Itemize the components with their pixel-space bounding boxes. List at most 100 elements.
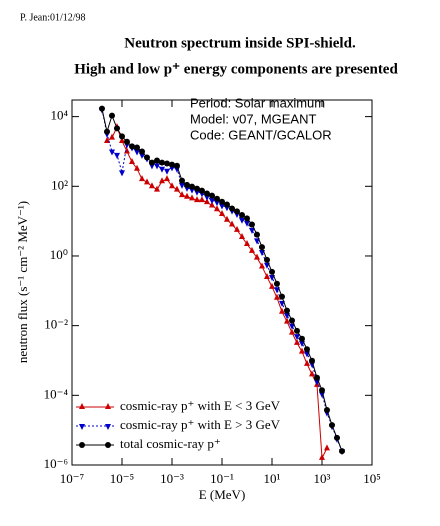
data-point (178, 177, 185, 184)
data-point (158, 159, 165, 166)
data-point (139, 152, 146, 159)
data-point (123, 138, 130, 145)
data-point (114, 152, 121, 159)
data-point (219, 198, 225, 205)
data-point (319, 453, 325, 460)
data-point (258, 262, 265, 269)
data-point (139, 148, 146, 155)
data-point (198, 196, 205, 203)
data-point (103, 136, 110, 143)
legend-marker (79, 442, 85, 448)
data-point (153, 157, 160, 164)
data-point (169, 182, 175, 189)
data-point (219, 203, 225, 210)
author-note: P. Jean:01/12/98 (20, 12, 86, 23)
data-point (114, 125, 121, 132)
data-point (298, 335, 305, 342)
data-point (98, 105, 105, 112)
y-tick-label: 10² (51, 177, 68, 192)
annotation: Period: Solar maximum (190, 95, 325, 110)
data-point (178, 182, 185, 189)
legend-marker (105, 403, 111, 409)
data-point (339, 448, 346, 455)
data-point (289, 317, 296, 324)
data-point (108, 149, 115, 156)
data-point (214, 205, 221, 212)
data-point (328, 422, 335, 429)
data-point (289, 328, 296, 335)
data-point (153, 163, 160, 170)
data-point (123, 147, 130, 154)
data-point (178, 191, 185, 198)
data-point (158, 177, 165, 184)
data-point (133, 144, 140, 151)
data-point (244, 215, 250, 222)
data-point (119, 170, 125, 177)
data-point (273, 293, 280, 300)
legend-marker (79, 403, 85, 409)
data-point (294, 338, 300, 345)
data-point (278, 293, 285, 300)
data-point (228, 205, 235, 212)
data-point (323, 444, 330, 451)
data-point (253, 231, 260, 238)
y-tick-label: 10⁻⁴ (44, 386, 69, 401)
data-point (119, 133, 125, 140)
data-point (264, 272, 271, 279)
data-point (303, 359, 310, 366)
data-point (223, 201, 230, 208)
data-point (264, 256, 271, 263)
legend-marker (105, 442, 111, 448)
data-point (164, 160, 171, 167)
data-point (203, 198, 210, 205)
data-point (294, 327, 300, 334)
data-point (208, 198, 215, 205)
data-point (194, 196, 200, 203)
data-point (208, 192, 215, 199)
data-point (319, 387, 325, 394)
data-point (148, 182, 155, 189)
data-point (173, 162, 180, 169)
data-point (158, 166, 165, 173)
data-point (323, 406, 330, 413)
data-point (214, 200, 221, 207)
data-point (239, 233, 246, 240)
chart-subtitle: High and low p⁺ energy components are pr… (74, 61, 398, 77)
legend-label: cosmic-ray p⁺ with E < 3 GeV (120, 398, 281, 413)
data-point (269, 282, 275, 289)
data-point (133, 164, 140, 171)
data-point (253, 253, 260, 260)
x-tick-label: 10³ (314, 471, 331, 486)
data-point (308, 357, 315, 364)
data-point (198, 187, 205, 194)
data-point (173, 185, 180, 192)
data-point (119, 136, 125, 143)
data-point (248, 227, 255, 234)
data-point (139, 175, 146, 182)
x-axis-label: E (MeV) (199, 487, 246, 502)
data-point (128, 157, 135, 164)
data-point (153, 185, 160, 192)
data-point (283, 307, 290, 314)
data-point (128, 143, 135, 150)
data-point (314, 374, 321, 381)
data-point (269, 268, 275, 275)
data-point (239, 217, 246, 224)
x-tick-label: 10⁻⁵ (110, 471, 134, 486)
annotation: Model: v07, MGEANT (190, 111, 316, 126)
data-point (183, 192, 190, 199)
y-tick-label: 10⁻⁶ (44, 456, 68, 471)
data-point (144, 178, 150, 185)
legend-marker (79, 424, 85, 430)
legend-label: cosmic-ray p⁺ with E > 3 GeV (120, 417, 281, 432)
data-point (319, 391, 325, 398)
legend-label: total cosmic-ray p⁺ (120, 436, 221, 451)
data-point (133, 149, 140, 156)
data-point (164, 168, 171, 175)
data-point (194, 189, 200, 196)
data-point (244, 240, 250, 247)
data-point (289, 323, 296, 330)
data-point (203, 190, 210, 197)
data-point (233, 208, 240, 215)
